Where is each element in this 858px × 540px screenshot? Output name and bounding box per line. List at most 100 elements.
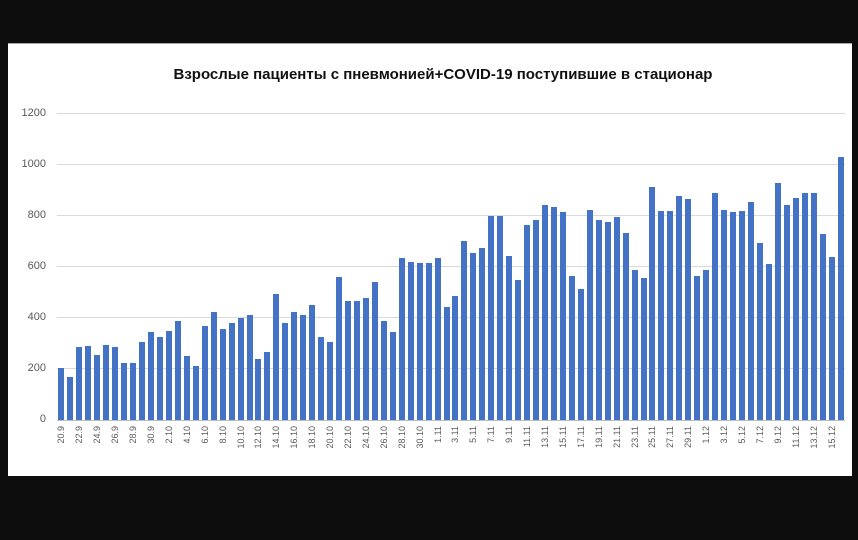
bar-26.9 [112, 347, 119, 420]
x-tick-label: 5.12 [737, 426, 748, 444]
bar-24.10 [362, 298, 369, 420]
x-tick-label: 10.10 [235, 426, 246, 449]
bar-18.11 [586, 210, 593, 420]
x-tick-label: 4.10 [181, 426, 192, 444]
bar-23.9 [85, 346, 92, 420]
bar-21.9 [67, 377, 74, 420]
bar-2.11 [443, 307, 450, 420]
x-tick-label: 13.12 [808, 426, 819, 449]
bar-16.11 [568, 276, 575, 420]
bar-29.10 [407, 262, 414, 420]
bar-19.10 [318, 337, 325, 420]
gridline [57, 368, 845, 369]
bar-3.10 [174, 321, 181, 420]
bar-8.12 [765, 264, 772, 420]
x-tick-label: 28.10 [396, 426, 407, 449]
bar-6.10 [201, 326, 208, 420]
bar-8.10 [219, 329, 226, 420]
bar-13.12 [810, 193, 817, 420]
x-tick-label: 24.10 [360, 426, 371, 449]
bar-12.10 [255, 359, 262, 420]
y-tick-label: 200 [27, 362, 46, 374]
chart-panel: Взрослые пациенты с пневмонией+COVID-19 … [8, 43, 852, 476]
bar-10.12 [783, 205, 790, 420]
x-tick-label: 15.12 [826, 426, 837, 449]
x-axis-line [57, 420, 845, 421]
bar-9.12 [774, 183, 781, 420]
x-tick-label: 5.11 [468, 426, 479, 443]
x-tick-label: 19.11 [593, 426, 604, 448]
bar-19.11 [595, 220, 602, 420]
x-tick-label: 9.12 [772, 426, 783, 444]
x-tick-label: 26.10 [378, 426, 389, 449]
y-tick-label: 800 [27, 209, 46, 221]
bar-26.10 [380, 321, 387, 420]
gridline [57, 113, 845, 114]
x-tick-label: 29.11 [683, 426, 694, 448]
bar-16.10 [291, 312, 298, 420]
x-tick-label: 26.9 [110, 426, 121, 444]
bar-10.10 [237, 318, 244, 420]
y-axis: 0 200 400 600 800 1000 1200 [8, 44, 46, 477]
bar-25.10 [371, 282, 378, 420]
bar-20.11 [604, 222, 611, 420]
bar-9.11 [506, 256, 513, 420]
gridline [57, 215, 845, 216]
plot-area [57, 113, 845, 421]
bar-6.11 [479, 248, 486, 420]
bar-14.12 [819, 234, 826, 420]
bar-15.11 [559, 212, 566, 420]
bar-7.11 [488, 216, 495, 420]
bar-25.9 [103, 345, 110, 420]
x-tick-label: 7.11 [486, 426, 497, 443]
bar-5.11 [470, 253, 477, 420]
bar-22.10 [345, 301, 352, 420]
x-tick-label: 6.10 [199, 426, 210, 444]
bar-13.10 [264, 352, 271, 420]
x-tick-label: 30.10 [414, 426, 425, 449]
x-tick-label: 15.11 [557, 426, 568, 448]
bar-12.12 [801, 193, 808, 420]
bar-5.12 [739, 211, 746, 420]
bar-28.11 [676, 196, 683, 420]
bar-13.11 [542, 205, 549, 420]
x-tick-label: 11.11 [522, 426, 533, 448]
x-tick-label: 1.11 [432, 426, 443, 443]
bar-1.11 [434, 258, 441, 420]
bar-14.10 [273, 294, 280, 420]
bar-29.11 [685, 199, 692, 420]
x-tick-label: 27.11 [665, 426, 676, 448]
x-tick-label: 23.11 [629, 426, 640, 448]
x-tick-label: 22.9 [74, 426, 85, 444]
x-tick-label: 21.11 [611, 426, 622, 448]
x-tick-label: 20.10 [325, 426, 336, 449]
x-tick-label: 24.9 [92, 426, 103, 444]
gridline [57, 266, 845, 267]
y-tick-label: 1000 [21, 158, 46, 170]
bar-7.12 [756, 243, 763, 420]
bar-18.10 [309, 305, 316, 420]
bar-15.12 [828, 257, 835, 420]
x-tick-label: 8.10 [217, 426, 228, 444]
gridline [57, 164, 845, 165]
x-tick-label: 28.9 [128, 426, 139, 444]
x-tick-label: 25.11 [647, 426, 658, 448]
bar-11.12 [792, 198, 799, 420]
bar-23.10 [353, 301, 360, 420]
bar-15.10 [282, 323, 289, 420]
bar-22.9 [76, 347, 83, 420]
bar-28.10 [398, 258, 405, 420]
bar-8.11 [497, 216, 504, 420]
x-axis: 20.9 22.9 24.9 26.9 28.9 30.9 2.10 4.10 6.10 8.10… [56, 424, 845, 476]
y-tick-label: 600 [27, 260, 46, 272]
bar-22.11 [622, 233, 629, 420]
x-tick-label: 11.12 [790, 426, 801, 448]
x-tick-label: 3.11 [450, 426, 461, 443]
x-tick-label: 14.10 [271, 426, 282, 449]
bar-6.12 [747, 202, 754, 420]
bar-26.11 [658, 211, 665, 420]
bar-30.9 [148, 332, 155, 420]
bar-1.10 [156, 337, 163, 420]
x-tick-label: 16.10 [289, 426, 300, 449]
